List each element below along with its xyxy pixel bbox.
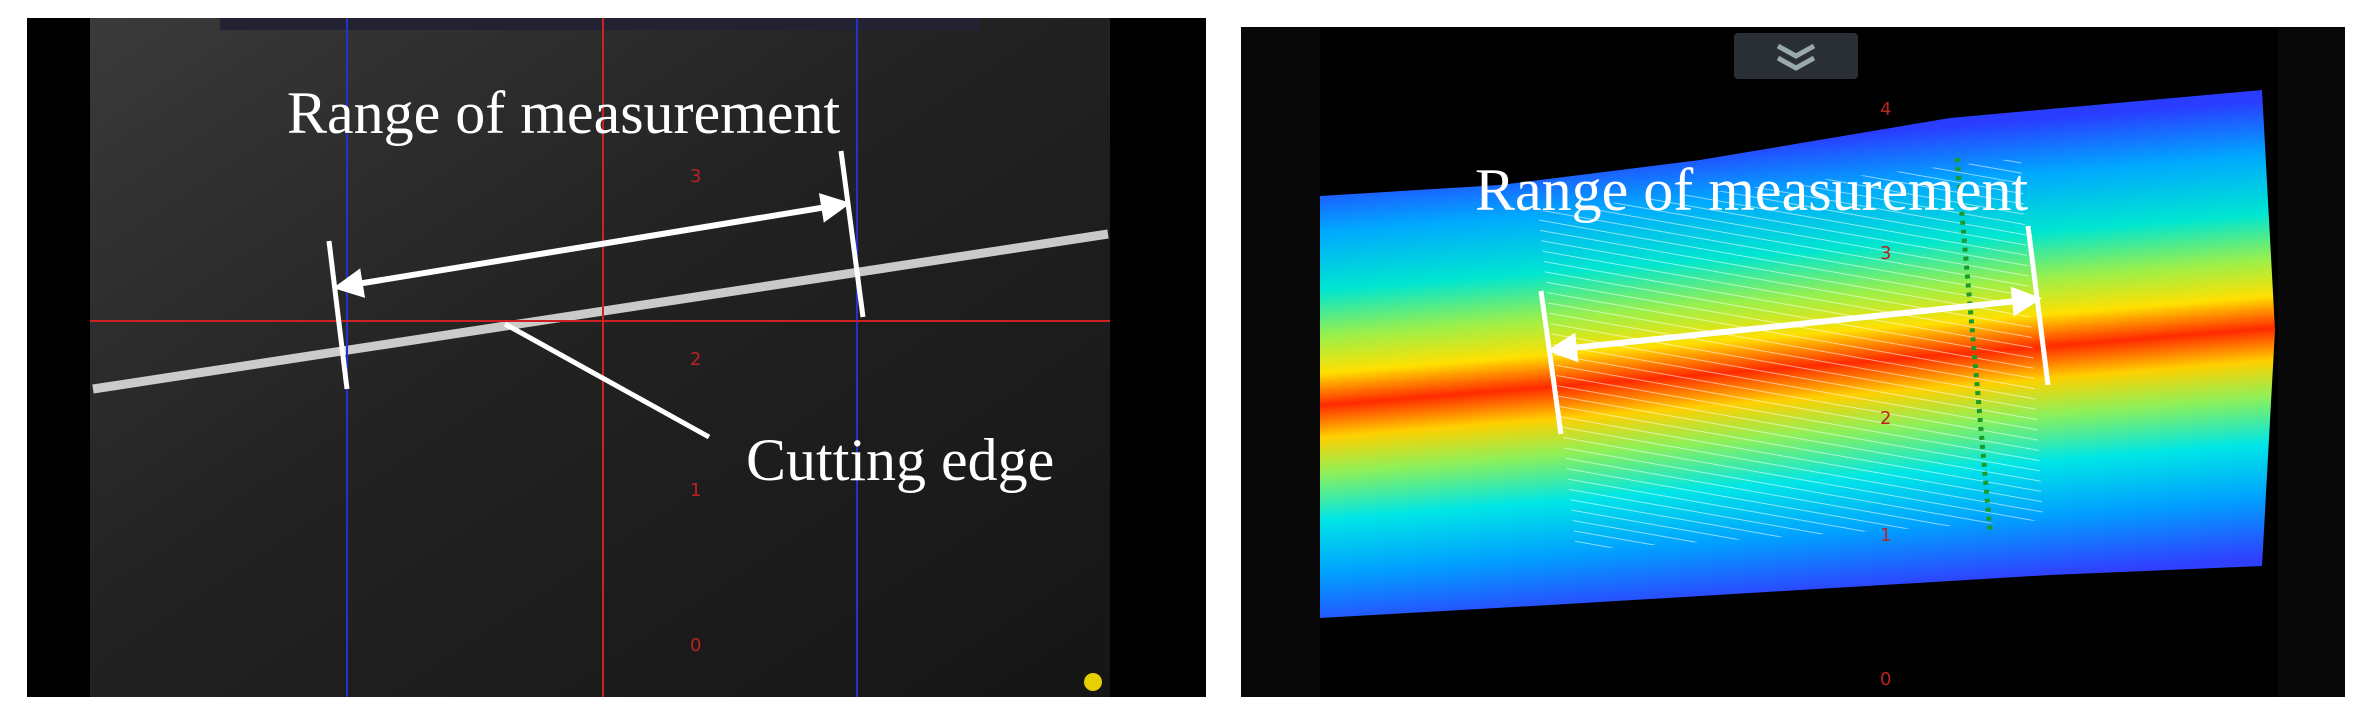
- pointer-line: [503, 321, 711, 440]
- range-bound: [838, 150, 866, 318]
- left-panel: Range of measurement Cutting edge 3 2 1 …: [27, 18, 1206, 697]
- image-area: [90, 18, 1110, 697]
- range-arrow: [1547, 286, 2042, 363]
- annotation: Range of measurement: [1475, 157, 2028, 223]
- indicator: [1084, 673, 1102, 691]
- range-bound: [1538, 290, 1564, 435]
- right-panel: Range of measurement 4 3 2 1 0: [1241, 27, 2345, 697]
- range-arrow: [333, 193, 851, 298]
- scale-label: 3: [1880, 243, 1891, 264]
- range-bound: [2025, 225, 2051, 386]
- annotation: Cutting edge: [746, 427, 1054, 493]
- scale-label: 1: [690, 480, 701, 501]
- range-bound: [326, 240, 350, 390]
- scale-label: 0: [690, 635, 701, 656]
- scale-label: 2: [1880, 408, 1891, 429]
- scale-label: 4: [1880, 99, 1891, 120]
- top-bar: [220, 18, 980, 30]
- scale-label: 3: [690, 166, 701, 187]
- scale-label: 2: [690, 349, 701, 370]
- scale-label: 0: [1880, 669, 1891, 690]
- scale-label: 1: [1880, 525, 1891, 546]
- cutting-edge-line: [92, 229, 1109, 394]
- chevron-icon: [1776, 43, 1816, 71]
- annotation: Range of measurement: [287, 80, 840, 146]
